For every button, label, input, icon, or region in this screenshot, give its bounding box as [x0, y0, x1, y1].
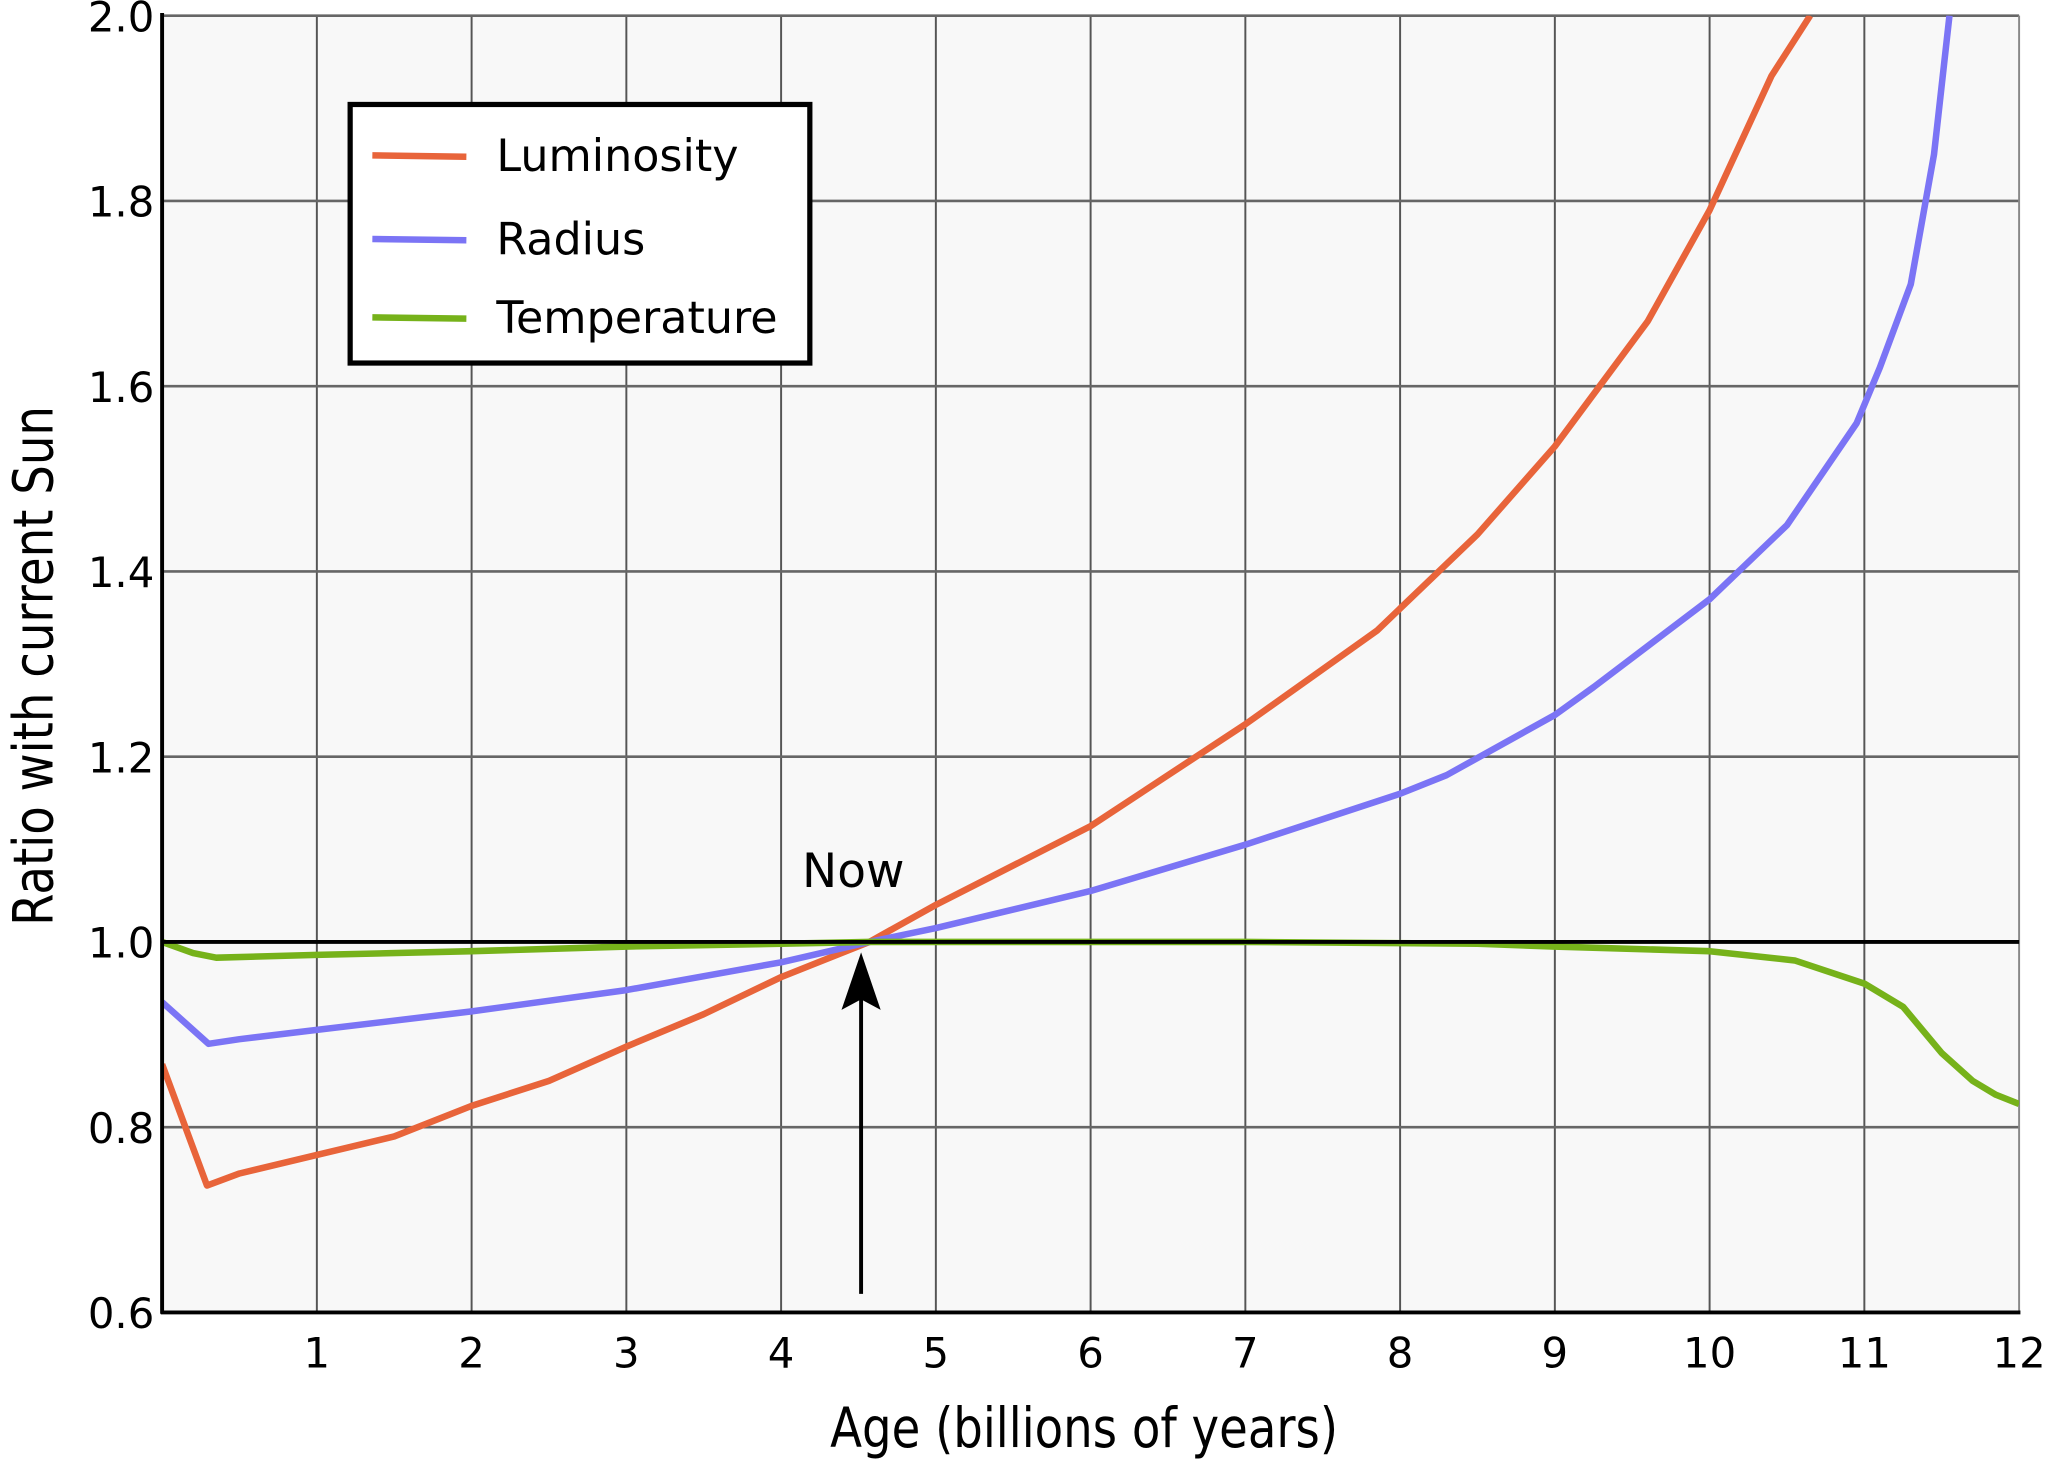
now-label: Now	[802, 844, 904, 899]
y-axis-label: Ratio with current Sun	[3, 406, 67, 926]
legend-swatch-temperature	[372, 314, 467, 322]
x-tick-label: 1	[304, 1328, 331, 1377]
x-axis-label: Age (billions of years)	[830, 1397, 1338, 1460]
y-tick-label: 1.8	[88, 178, 154, 227]
x-tick-label: 5	[923, 1328, 950, 1377]
x-tick-label: 10	[1683, 1328, 1736, 1377]
y-tick-label: 1.0	[88, 919, 154, 968]
now-arrow-head-icon	[841, 952, 881, 1010]
x-tick-label: 6	[1077, 1328, 1104, 1377]
y-tick-label: 0.8	[88, 1104, 154, 1153]
x-tick-label: 8	[1387, 1328, 1414, 1377]
x-tick-label: 4	[768, 1328, 795, 1377]
x-tick-label: 12	[1993, 1328, 2046, 1377]
now-annotation: Now	[802, 844, 904, 1294]
legend-label: Luminosity	[496, 131, 738, 182]
y-tick-label: 1.6	[88, 363, 154, 412]
legend: Luminosity Radius Temperature	[347, 101, 813, 366]
x-tick-label: 7	[1232, 1328, 1259, 1377]
y-tick-label: 2.0	[88, 0, 154, 41]
legend-label: Temperature	[495, 293, 777, 344]
x-tick-label: 9	[1542, 1328, 1569, 1377]
series-line-radius	[162, 15, 1953, 1048]
y-tick-label: 0.6	[88, 1289, 154, 1338]
x-tick-label: 2	[458, 1328, 485, 1377]
y-tick-label: 1.4	[88, 548, 154, 597]
legend-swatch-radius	[372, 235, 467, 244]
y-tick-label: 1.2	[88, 733, 154, 782]
x-tick-label: 3	[613, 1328, 640, 1377]
legend-swatch-luminosity	[372, 152, 467, 160]
legend-label: Radius	[496, 215, 645, 266]
tick-labels: 1 2 3 4 5 6 7 8 9 10 11 120.60.81.01.21.41.61.82.0	[88, 0, 2046, 1377]
axes	[160, 13, 2021, 1315]
x-tick-label: 11	[1838, 1328, 1891, 1377]
